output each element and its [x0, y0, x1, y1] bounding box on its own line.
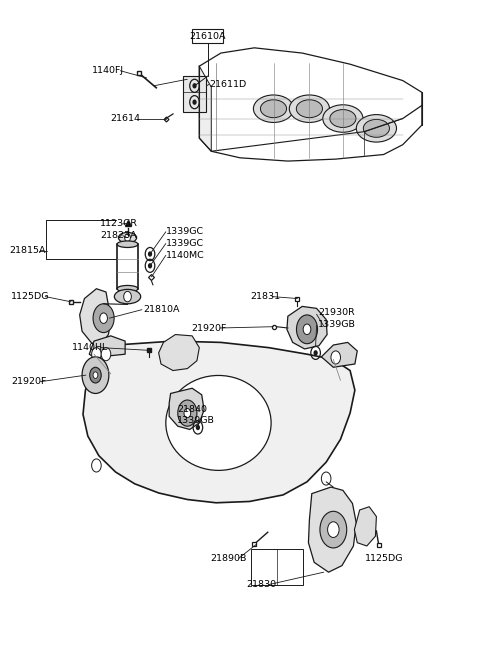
Text: 21830: 21830	[246, 580, 276, 589]
Text: 1140HL: 1140HL	[72, 343, 108, 352]
Text: 1339GC: 1339GC	[166, 239, 204, 248]
Text: 1123GR: 1123GR	[100, 219, 138, 228]
Polygon shape	[199, 66, 211, 152]
Circle shape	[93, 304, 114, 333]
Text: 1140MC: 1140MC	[166, 251, 204, 260]
Circle shape	[303, 324, 311, 335]
Ellipse shape	[296, 100, 323, 117]
Text: 1125DG: 1125DG	[11, 292, 50, 301]
Text: 21920F: 21920F	[191, 323, 227, 333]
Ellipse shape	[114, 289, 141, 304]
Circle shape	[193, 100, 196, 104]
Circle shape	[125, 234, 131, 241]
Circle shape	[100, 313, 108, 323]
Text: 21890B: 21890B	[210, 554, 246, 563]
Text: 21823A: 21823A	[100, 231, 137, 240]
Ellipse shape	[261, 100, 287, 117]
Bar	[182, 76, 206, 112]
Circle shape	[331, 351, 340, 364]
Circle shape	[124, 291, 132, 302]
Bar	[192, 29, 223, 43]
Circle shape	[297, 315, 318, 344]
Text: 21840: 21840	[177, 405, 207, 414]
Circle shape	[178, 400, 197, 426]
Text: 21831: 21831	[251, 292, 281, 301]
Ellipse shape	[323, 105, 363, 133]
Bar	[251, 548, 303, 584]
Circle shape	[149, 252, 152, 256]
Circle shape	[193, 84, 196, 88]
Ellipse shape	[117, 241, 138, 247]
Text: 21815A: 21815A	[9, 246, 46, 255]
Circle shape	[93, 372, 98, 379]
Ellipse shape	[363, 119, 389, 137]
Circle shape	[82, 357, 109, 394]
Circle shape	[92, 348, 101, 361]
Circle shape	[149, 264, 152, 268]
Text: 21930R: 21930R	[318, 308, 355, 317]
Circle shape	[184, 409, 191, 418]
Polygon shape	[80, 289, 111, 344]
Text: 1125DG: 1125DG	[364, 554, 403, 563]
Text: 21611D: 21611D	[209, 80, 246, 89]
Text: 1339GB: 1339GB	[177, 417, 215, 426]
Circle shape	[322, 472, 331, 485]
Ellipse shape	[330, 110, 356, 127]
Polygon shape	[309, 487, 356, 572]
Circle shape	[327, 522, 339, 537]
Text: 21614: 21614	[110, 114, 140, 123]
Text: 21810A: 21810A	[144, 305, 180, 314]
Text: 1339GC: 1339GC	[166, 227, 204, 236]
Polygon shape	[158, 335, 199, 371]
Ellipse shape	[253, 95, 294, 123]
Circle shape	[101, 348, 111, 361]
Polygon shape	[83, 341, 355, 502]
Polygon shape	[169, 388, 204, 430]
Circle shape	[196, 426, 199, 430]
Circle shape	[320, 511, 347, 548]
Circle shape	[92, 459, 101, 472]
Ellipse shape	[356, 115, 396, 142]
Text: 1339GB: 1339GB	[318, 319, 356, 329]
Polygon shape	[89, 336, 125, 358]
Ellipse shape	[117, 285, 138, 292]
Polygon shape	[287, 306, 327, 349]
Text: 1140FJ: 1140FJ	[92, 66, 124, 75]
Polygon shape	[354, 506, 376, 546]
Ellipse shape	[119, 232, 137, 243]
Ellipse shape	[289, 95, 329, 123]
Text: 21920F: 21920F	[11, 377, 47, 386]
Circle shape	[314, 351, 317, 355]
Circle shape	[90, 367, 101, 383]
Ellipse shape	[166, 375, 271, 470]
Polygon shape	[322, 342, 357, 367]
Text: 21610A: 21610A	[190, 31, 226, 41]
